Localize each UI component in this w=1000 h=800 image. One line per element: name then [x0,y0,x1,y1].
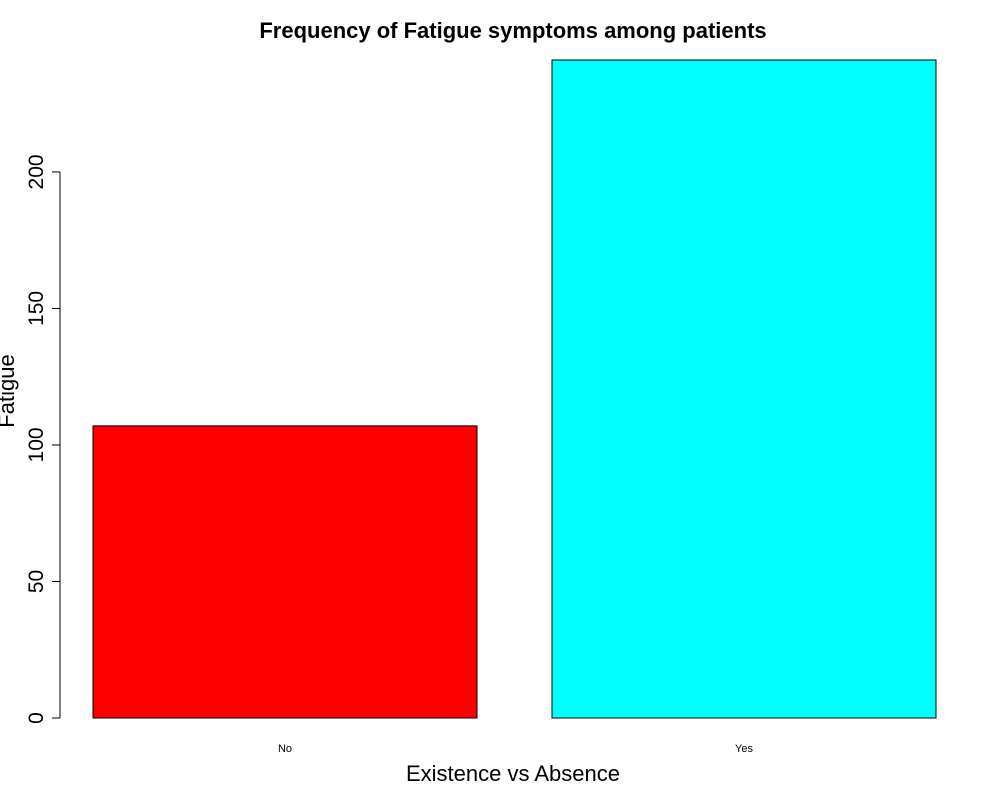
x-tick-label-yes: Yes [735,743,753,755]
y-axis-label: Fatigue [0,354,19,427]
x-axis-label: Existence vs Absence [406,761,620,786]
chart-title: Frequency of Fatigue symptoms among pati… [259,18,766,43]
plot-area [92,59,937,719]
bar-no [92,425,478,719]
y-tick-label-0: 0 [25,712,48,724]
bar-yes [551,59,937,719]
y-tick-label-100: 100 [25,427,48,462]
y-tick-label-150: 150 [25,291,48,326]
y-axis: 0 50 100 150 200 [25,154,61,724]
x-tick-label-no: No [278,743,292,755]
x-axis: No Yes [278,743,753,755]
y-tick-label-200: 200 [25,154,48,189]
y-tick-label-50: 50 [25,570,48,593]
